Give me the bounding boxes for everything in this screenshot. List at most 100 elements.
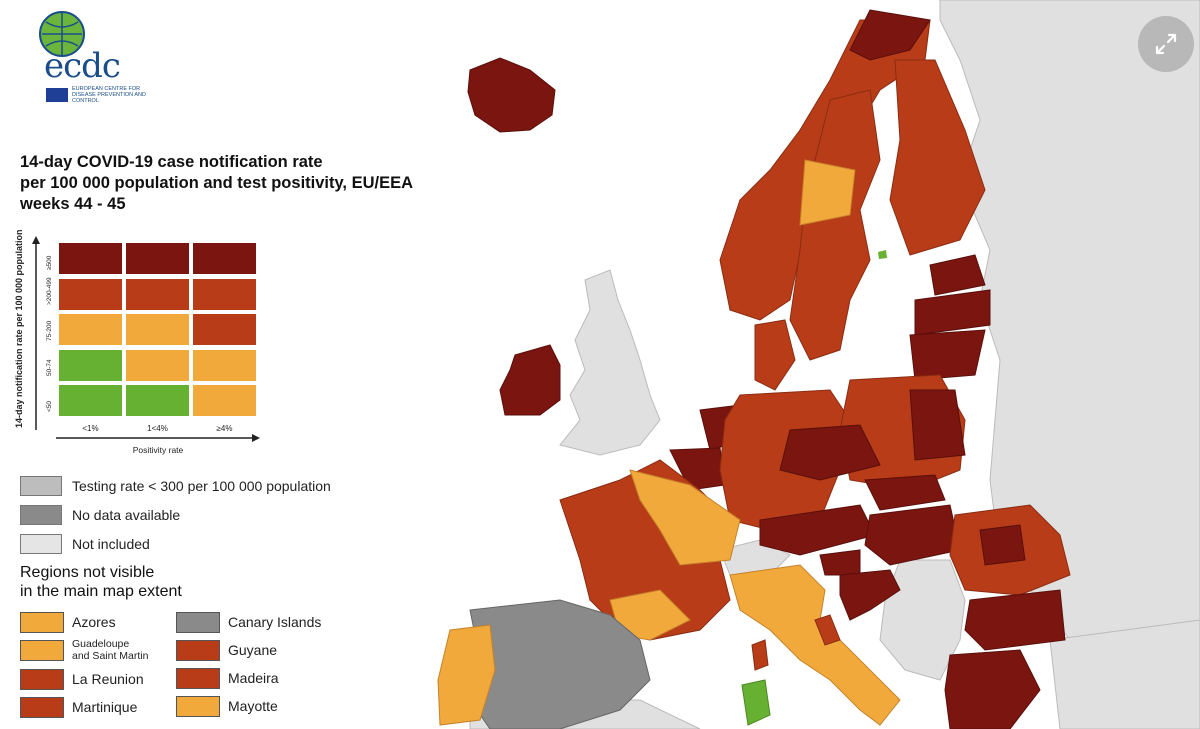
map-region-norway-north [849, 9, 931, 61]
title-line-1: 14-day COVID-19 case notification rate [20, 153, 323, 171]
region-label: Guyane [228, 642, 278, 658]
map-region-austria [759, 504, 876, 556]
matrix-cell [125, 313, 190, 346]
region-guadeloupe: Guadeloupe and Saint Martin [20, 638, 148, 662]
matrix-cell [192, 313, 257, 346]
region-label: La Reunion [72, 671, 144, 687]
x-axis-arrow [56, 434, 260, 442]
map-region-slovakia [864, 474, 946, 511]
matrix-row-label: >200-499 [46, 277, 53, 306]
map-region-lithuania [909, 329, 986, 381]
map-region-ireland [499, 344, 561, 416]
matrix-col-label: ≥4% [216, 423, 233, 433]
region-swatch [176, 695, 220, 717]
region-swatch [176, 667, 220, 689]
map-region-switzerland [719, 539, 791, 576]
logo-name: ecdc [44, 46, 121, 86]
map-region-france-orange [629, 469, 741, 566]
region-azores: Azores [20, 611, 116, 633]
eu-flag-icon [46, 88, 68, 102]
matrix-row-label: 75-200 [46, 320, 53, 341]
regions-title: Regions not visible in the main map exte… [20, 563, 270, 601]
map-region-corsica [751, 639, 769, 671]
matrix-x-axis-title: Positivity rate [132, 445, 184, 455]
map-region-finland [889, 59, 986, 256]
map-region-hungary [864, 504, 961, 566]
matrix-cell [58, 242, 123, 275]
legend-swatch [20, 505, 62, 525]
map-region-turkey [1049, 619, 1200, 729]
matrix-row-label: <50 [46, 400, 53, 412]
region-madeira: Madeira [176, 667, 279, 689]
region-swatch [176, 611, 220, 633]
map-title: 14-day COVID-19 case notification rate p… [20, 152, 480, 215]
matrix-row-label: 50-74 [46, 359, 53, 377]
map-region-czechia [779, 424, 881, 481]
region-label: Guadeloupe and Saint Martin [72, 638, 148, 662]
legend-not-included: Not included [20, 533, 150, 555]
region-guyane: Guyane [176, 639, 277, 661]
legend-swatch [20, 476, 62, 496]
map-region-gotland [878, 250, 887, 259]
title-line-2: per 100 000 population and test positivi… [20, 174, 414, 192]
map-region-uk [559, 269, 661, 456]
legend-label: No data available [72, 507, 181, 523]
region-swatch [20, 668, 64, 690]
matrix-cell [125, 242, 190, 275]
region-canary-islands: Canary Islands [176, 611, 321, 633]
region-label-line-2: and Saint Martin [72, 650, 149, 662]
map-region-sardinia [741, 679, 771, 726]
map-region-italy-red [814, 614, 841, 646]
matrix-cell [58, 313, 123, 346]
region-label: Mayotte [228, 698, 278, 714]
matrix-cell [192, 277, 257, 311]
map-region-italy [729, 564, 901, 726]
legend-label: Testing rate < 300 per 100 000 populatio… [72, 478, 331, 494]
map-region-slovenia [819, 549, 861, 576]
matrix-cell [192, 384, 257, 417]
map-region-sweden [789, 89, 881, 361]
region-swatch [176, 639, 220, 661]
map-region-iceland [467, 57, 556, 133]
map-region-denmark [754, 319, 796, 391]
region-label: Madeira [228, 670, 279, 686]
map-region-poland-east [909, 389, 966, 461]
matrix-col-label: 1<4% [147, 423, 168, 433]
legend-swatch [20, 534, 62, 554]
region-swatch [20, 639, 64, 661]
map-region-estonia [929, 254, 986, 296]
region-martinique: Martinique [20, 696, 137, 718]
map-region-portugal [437, 624, 496, 726]
title-line-3: weeks 44 - 45 [20, 195, 126, 213]
globe-icon [39, 11, 85, 57]
region-label: Azores [72, 614, 116, 630]
logo-subtitle: EUROPEAN CENTRE FOR DISEASE PREVENTION A… [72, 86, 146, 104]
expand-button[interactable] [1138, 16, 1194, 72]
matrix-cell [125, 277, 190, 311]
matrix-cell [58, 348, 123, 382]
matrix-cell [125, 384, 190, 417]
map-region-latvia [914, 289, 991, 336]
map-region-croatia [839, 569, 901, 621]
region-label: Canary Islands [228, 614, 322, 630]
matrix-cell [125, 348, 190, 382]
map-region-bulgaria [964, 589, 1066, 651]
matrix-cell [192, 348, 257, 382]
map-region-sweden-mid [799, 159, 856, 226]
matrix-cell [192, 242, 257, 275]
legend-label: Not included [72, 536, 150, 552]
region-label: Martinique [72, 699, 138, 715]
region-label-line-1: Guadeloupe [72, 638, 130, 650]
map-region-romania-center [979, 524, 1026, 566]
map-region-balkans [879, 559, 966, 681]
legend-testing-rate: Testing rate < 300 per 100 000 populatio… [20, 475, 331, 497]
regions-title-line-2: in the main map extent [20, 583, 182, 600]
matrix-y-axis-title: 14-day notification rate per 100 000 pop… [14, 229, 24, 428]
region-la-reunion: La Reunion [20, 668, 144, 690]
matrix-cell [58, 384, 123, 417]
region-swatch [20, 611, 64, 633]
regions-title-line-1: Regions not visible [20, 564, 155, 581]
matrix-col-label: <1% [82, 423, 99, 433]
ecdc-logo [22, 6, 172, 106]
